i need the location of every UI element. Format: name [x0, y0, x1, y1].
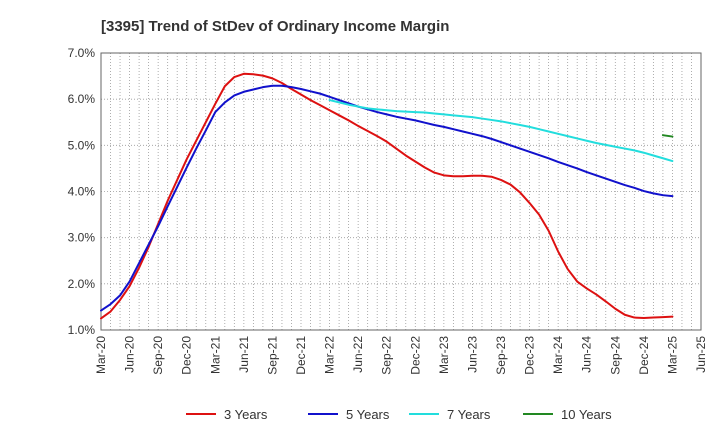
x-tick-label: Mar-21 [208, 336, 222, 374]
x-tick-label: Dec-23 [523, 336, 537, 375]
x-tick-label: Dec-22 [408, 336, 422, 375]
x-tick-label: Jun-23 [465, 336, 479, 373]
x-tick-label: Dec-24 [637, 336, 651, 375]
legend: 3 Years 5 Years 7 Years 10 Years [186, 407, 612, 422]
y-tick-label: 7.0% [68, 46, 96, 60]
x-tick-label: Jun-22 [351, 336, 365, 373]
x-tick-label: Dec-20 [180, 336, 194, 375]
legend-label: 7 Years [447, 407, 491, 422]
x-tick-label: Jun-21 [237, 336, 251, 373]
chart-title: [3395] Trend of StDev of Ordinary Income… [101, 18, 449, 35]
x-tick-label: Mar-23 [437, 336, 451, 374]
legend-label: 10 Years [561, 407, 612, 422]
y-tick-label: 6.0% [68, 92, 96, 106]
x-tick-label: Sep-24 [608, 336, 622, 375]
legend-label: 5 Years [346, 407, 390, 422]
x-tick-label: Mar-22 [323, 336, 337, 374]
y-tick-label: 4.0% [68, 185, 96, 199]
x-tick-label: Sep-22 [380, 336, 394, 375]
series-line-3-years [100, 72, 674, 320]
x-tick-label: Dec-21 [294, 336, 308, 375]
series-lines [100, 72, 674, 320]
x-tick-label: Sep-20 [151, 336, 165, 375]
x-tick-label: Jun-20 [123, 336, 137, 373]
x-tick-label: Mar-24 [551, 336, 565, 374]
y-tick-label: 5.0% [68, 138, 96, 152]
legend-label: 3 Years [224, 407, 268, 422]
axes [100, 52, 702, 331]
plot-border [100, 52, 702, 331]
y-axis-ticks: 1.0% 2.0% 3.0% 4.0% 5.0% 6.0% 7.0% [68, 46, 96, 337]
x-tick-label: Sep-21 [265, 336, 279, 375]
y-tick-label: 1.0% [68, 323, 96, 337]
y-tick-label: 3.0% [68, 231, 96, 245]
x-axis-ticks: Mar-20 Jun-20 Sep-20 Dec-20 Mar-21 Jun-21 Sep-… [94, 336, 708, 375]
series-line-10-years [661, 134, 674, 138]
x-tick-label: Mar-25 [665, 336, 679, 374]
series-line-7-years [328, 99, 674, 163]
series-line-5-years [100, 84, 674, 312]
x-tick-label: Jun-25 [694, 336, 708, 373]
x-tick-label: Jun-24 [580, 336, 594, 373]
y-tick-label: 2.0% [68, 277, 96, 291]
x-tick-label: Mar-20 [94, 336, 108, 374]
x-tick-label: Sep-23 [494, 336, 508, 375]
